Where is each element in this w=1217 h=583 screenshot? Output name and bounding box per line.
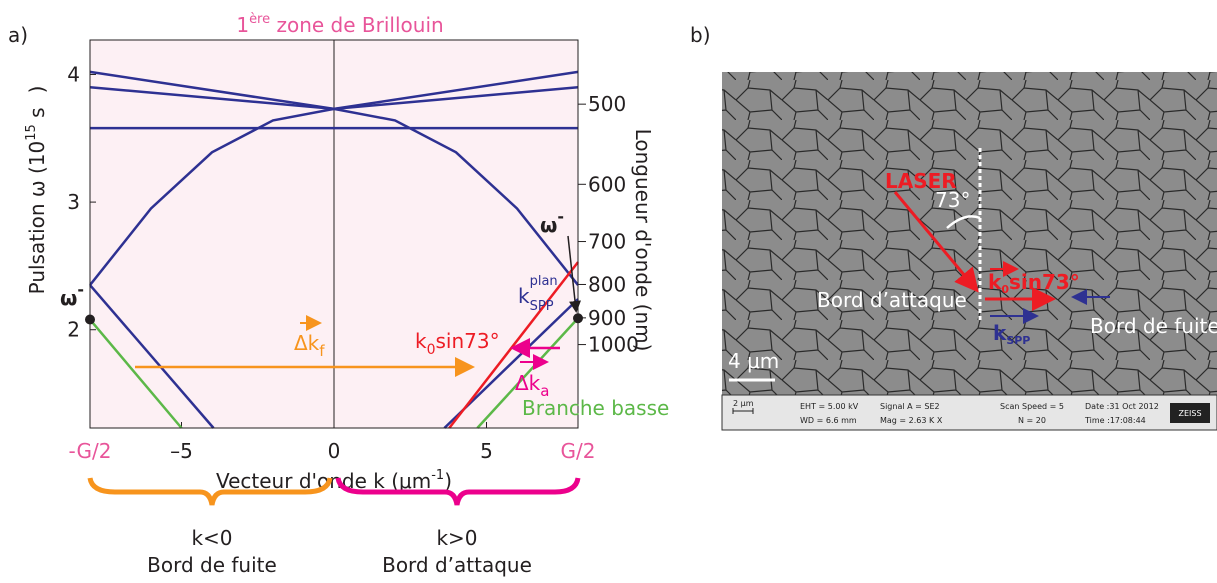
zone-label: Bord de fuite: [147, 553, 277, 577]
arrow: [567, 235, 581, 313]
annotation-sub: SPP: [530, 299, 554, 314]
sem-label: LASER: [885, 169, 957, 193]
curve: [476, 317, 579, 429]
label-part: ): [25, 86, 49, 94]
sem-label: k0sin73°: [988, 270, 1080, 296]
annotation: k0sin73°: [415, 329, 500, 358]
sem-label: kSPP: [993, 321, 1030, 347]
label-sup: -1: [431, 468, 444, 483]
curve: [89, 318, 183, 429]
annotation-part: sin73°: [436, 329, 500, 353]
title-part: zone de Brillouin: [270, 13, 444, 37]
annotation-part: ω: [540, 213, 557, 237]
y-tick-label: 4: [67, 62, 80, 86]
chart-title: 1ère zone de Brillouin: [236, 12, 443, 37]
brace: [87, 477, 333, 506]
info: N = 20: [1018, 416, 1046, 425]
info: ZEISS: [1178, 409, 1201, 418]
y2-tick-label: 500: [588, 92, 626, 116]
annotation-sup: -: [77, 280, 84, 299]
brace: [335, 477, 581, 506]
label-part: sin73°: [1009, 270, 1080, 294]
zone-label: Bord d’attaque: [382, 553, 532, 577]
annotation-sub: a: [540, 382, 549, 400]
annotation-part: k: [518, 284, 530, 308]
annotation: Δkf: [294, 331, 325, 360]
info: Mag = 2.63 K X: [880, 416, 943, 425]
zone-label: k<0: [191, 526, 232, 550]
annotation-sup: plan: [530, 274, 558, 289]
annotation: ω-: [540, 207, 564, 237]
annotation-sup: -: [557, 207, 564, 226]
info: Time :17:08:44: [1084, 416, 1146, 425]
zone-label: k>0: [436, 526, 477, 550]
annotation: Δka: [515, 371, 549, 400]
info-text: 2 μm EHT = 5.00 kV WD = 6.6 mm Signal A …: [732, 399, 1210, 425]
label-sub: SPP: [1006, 334, 1030, 347]
label-part: k: [993, 321, 1007, 345]
panel-label: b): [690, 23, 711, 47]
info: Signal A = SE2: [880, 402, 940, 411]
y2-tick-label: 900: [588, 306, 626, 330]
annotation-part: Δk: [515, 371, 541, 395]
plot: -G/2 –5 0 5 G/2 2 3 4 500 600 700 800 900 1000: [67, 39, 639, 463]
annotation-sub: 0: [427, 342, 436, 358]
annotation: kplan SPP: [518, 274, 558, 314]
logo: [1170, 403, 1210, 423]
annotation: Branche basse: [522, 396, 669, 420]
x-tick-label: –5: [170, 439, 193, 463]
curve: [89, 284, 215, 429]
info: 2 μm: [733, 399, 754, 408]
info: EHT = 5.00 kV: [800, 402, 859, 411]
sem-label: Bord d’attaque: [817, 288, 967, 312]
info: Scan Speed = 5: [1000, 402, 1064, 411]
sem-label: 4 μm: [728, 349, 779, 373]
panel-label: a): [8, 23, 28, 47]
info: WD = 6.6 mm: [800, 416, 857, 425]
annotation-part: k: [415, 329, 427, 353]
sem-label: Bord de fuite: [1090, 314, 1217, 338]
y2-tick-label: 700: [588, 230, 626, 254]
curve: [89, 107, 579, 286]
label-sup: 15: [24, 124, 39, 141]
y2-axis-label: Longueur d'onde (nm): [631, 129, 655, 352]
title-part: 1: [236, 13, 249, 37]
x-tick-label: 5: [480, 439, 493, 463]
y2-tick-label: 600: [588, 172, 626, 196]
y2-tick-label: 800: [588, 272, 626, 296]
info-bar: [721, 394, 1217, 431]
annotation-part: Δk: [294, 331, 320, 355]
label-part: s: [25, 107, 49, 124]
x-tick-label: G/2: [561, 439, 596, 463]
info-scale: [732, 408, 754, 414]
x-tick-label: 0: [328, 439, 341, 463]
label-part: ): [444, 469, 452, 493]
plot-frame: [89, 39, 579, 429]
y-tick-label: 2: [67, 318, 80, 342]
y-axis-label: Pulsation ω (1015 s): [24, 86, 49, 295]
annotation-part: ω: [60, 286, 77, 310]
laser-arrow: [893, 191, 979, 293]
label-sub: 0: [1001, 283, 1009, 296]
info: Date :31 Oct 2012: [1085, 402, 1159, 411]
angle-arc: [946, 215, 981, 229]
x-axis-label: Vecteur d'onde k (μm-1): [216, 468, 452, 493]
label-part: Pulsation ω (10: [25, 141, 49, 295]
y2-tick-label: 1000: [588, 333, 639, 357]
y-tick-label: 3: [67, 190, 80, 214]
label-part: k: [988, 270, 1002, 294]
sem-label: 73°: [935, 188, 970, 212]
x-tick-label: -G/2: [69, 439, 112, 463]
sem-image: [722, 72, 1217, 395]
annotation-sub: f: [319, 342, 325, 360]
title-sup: ère: [249, 12, 270, 27]
annotation: ω-: [60, 280, 84, 310]
